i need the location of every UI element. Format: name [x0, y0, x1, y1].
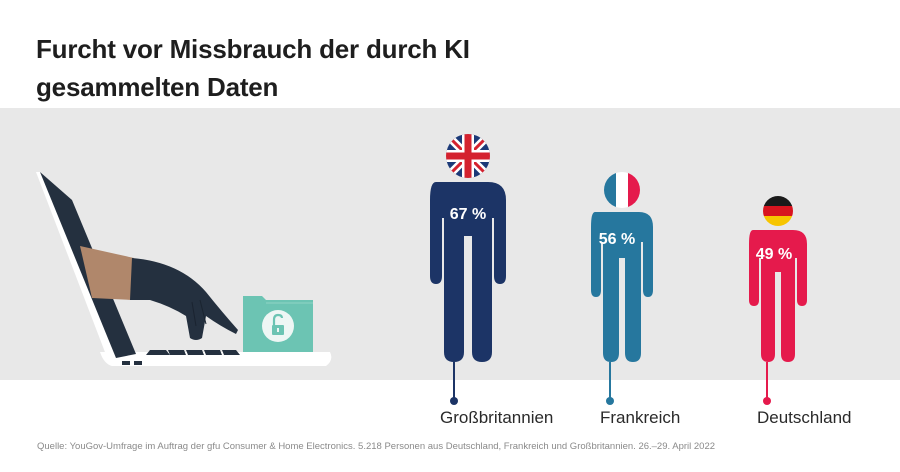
connector-dot-france [606, 397, 614, 405]
value-label-france: 56 % [598, 231, 636, 248]
chart-title: Furcht vor Missbrauch der durch KI gesam… [36, 30, 596, 106]
person-figure-uk [430, 134, 506, 362]
value-label-uk: 67 % [449, 206, 487, 223]
source-note: Quelle: YouGov-Umfrage im Auftrag der gf… [37, 441, 716, 452]
france-flag-icon [604, 172, 640, 208]
title-line-1: Furcht vor Missbrauch der durch KI [36, 34, 470, 64]
figure-uk: 67 % [420, 134, 516, 364]
value-label-germany: 49 % [755, 246, 793, 263]
laptop-icon [36, 172, 332, 366]
person-figure-france [591, 172, 653, 362]
laptop-illustration [0, 108, 400, 380]
title-line-2: gesammelten Daten [36, 72, 279, 102]
connector-line-france [609, 362, 611, 400]
connector-dot-uk [450, 397, 458, 405]
person-figure-germany [749, 196, 807, 362]
connector-dot-germany [763, 397, 771, 405]
country-label-uk: Großbritannien [440, 408, 554, 427]
country-label-germany: Deutschland [757, 408, 852, 427]
unlocked-padlock-icon [262, 310, 294, 342]
figure-france: 56 % [582, 172, 662, 364]
uk-flag-icon [446, 134, 490, 178]
figure-germany: 49 % [740, 196, 816, 364]
connector-line-uk [453, 362, 455, 400]
connector-line-germany [766, 362, 768, 400]
germany-flag-icon [763, 196, 793, 226]
country-label-france: Frankreich [600, 408, 681, 427]
